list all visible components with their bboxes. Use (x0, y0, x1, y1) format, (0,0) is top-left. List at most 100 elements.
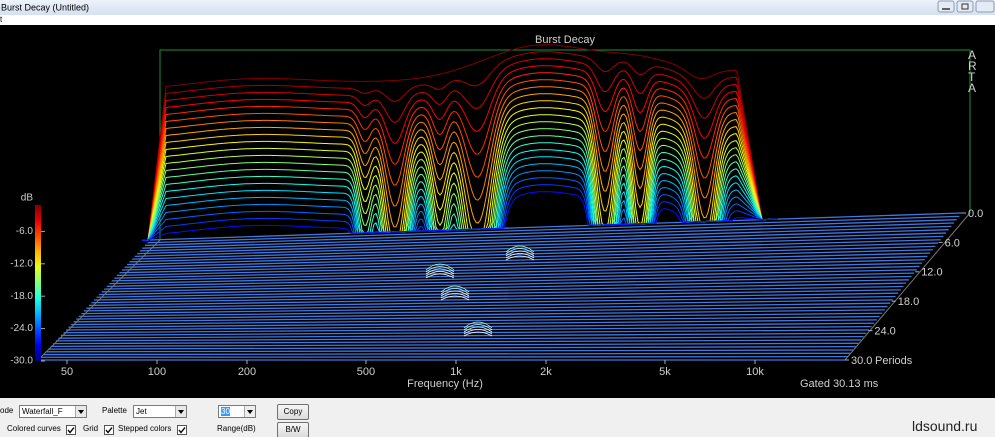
floor-line (68, 319, 877, 328)
colorbar-tick-label: -18.0 (10, 291, 33, 302)
floor-line (50, 342, 859, 348)
waterfall-trace (141, 135, 779, 241)
waterfall-trace (141, 79, 779, 241)
checkbox-label: Grid (83, 424, 99, 433)
floor-line (132, 235, 944, 260)
waterfall-trace (141, 191, 779, 241)
waterfall-trace (141, 121, 779, 241)
decay-blob (505, 248, 535, 255)
floor-line (60, 329, 869, 337)
window-buttons (937, 0, 995, 13)
mode-value: Waterfall_F (22, 407, 63, 416)
decay-blob (505, 253, 535, 259)
floor-line (78, 305, 888, 318)
mode-label: ode (0, 406, 14, 415)
side-label: ARTA (968, 48, 977, 95)
title-bar (0, 0, 995, 15)
x-axis-label: Frequency (Hz) (407, 378, 483, 390)
waterfall-trace (141, 93, 779, 241)
waterfall-trace (141, 72, 779, 241)
menu-item[interactable]: t (0, 15, 3, 24)
floor-line (116, 255, 928, 277)
decay-blob (463, 331, 493, 337)
waterfall-trace (141, 100, 779, 241)
decay-blob (425, 273, 455, 279)
colorbar-tick-label: -30.0 (10, 356, 33, 367)
floor-edge (37, 239, 161, 361)
copy-button[interactable]: Copy (277, 404, 309, 420)
floor-line (81, 302, 891, 315)
waterfall-trace (141, 51, 779, 241)
floor-line (101, 275, 912, 293)
x-tick-label: 500 (357, 366, 375, 378)
decay-blob (425, 268, 455, 275)
floor-edge (844, 212, 971, 361)
floor-line (106, 269, 917, 288)
window-title: Burst Decay (Untitled) (1, 2, 89, 12)
decay-blob (440, 285, 470, 293)
floor-line (144, 219, 957, 247)
floor-line (109, 265, 920, 285)
decay-blob (505, 255, 535, 261)
floor-line (139, 225, 952, 252)
floor-line (134, 232, 947, 258)
bw-button[interactable]: B/W (277, 422, 309, 437)
waterfall-trace (141, 128, 779, 241)
waterfall-trace (141, 44, 779, 241)
decay-blob (440, 295, 470, 301)
palette-value: Jet (136, 407, 147, 416)
floor-line (93, 285, 904, 301)
floor-line (83, 299, 893, 312)
waterfall-trace (141, 86, 779, 241)
palette-label: Palette (102, 406, 127, 415)
floor-line (124, 245, 936, 268)
waterfall-trace (141, 65, 779, 241)
checkbox[interactable] (177, 425, 187, 435)
z-tick-label: 24.0 (874, 326, 895, 338)
decay-blob (425, 271, 455, 277)
floor-line (104, 272, 915, 290)
z-tick-label: 30.0 (851, 355, 872, 367)
decay-blob (425, 266, 455, 273)
colorbar-tick-label: -12.0 (10, 258, 33, 269)
floor-line (127, 242, 939, 266)
minimize-button[interactable] (937, 0, 955, 13)
waterfall-chart: Burst Decay dB -6.0 -12.0 -18.0 -24.0 -30.0 50 1… (10, 34, 983, 390)
floor-line (119, 252, 931, 274)
z-tick-label: 0.0 (968, 208, 983, 220)
x-tick-label: 50 (61, 366, 73, 378)
menu-bar (0, 15, 995, 25)
range-label: Range(dB) (217, 424, 256, 433)
chart-title: Burst Decay (535, 34, 595, 46)
checkbox-label: Colored curves (7, 424, 61, 433)
waterfall-trace (141, 107, 779, 241)
floor-line (121, 249, 933, 271)
floor-line (137, 229, 949, 255)
range-spin[interactable]: 30 (218, 405, 256, 418)
waterfall-trace (141, 58, 779, 241)
decay-blob (463, 324, 493, 331)
floor-line (76, 309, 885, 320)
decay-blob (463, 326, 493, 333)
mode-select[interactable]: Waterfall_F (19, 405, 87, 418)
decay-blob (425, 263, 455, 271)
floor-line (43, 352, 851, 356)
checkbox-label: Stepped colors (118, 424, 172, 433)
decay-blob (505, 250, 535, 257)
floor-line (58, 332, 867, 339)
checkbox[interactable] (66, 425, 76, 435)
waterfall-trace (141, 114, 779, 241)
restore-button[interactable] (956, 0, 974, 13)
x-tick-label: 5k (659, 366, 671, 378)
floor-line (55, 335, 864, 342)
checkbox[interactable] (104, 425, 114, 435)
palette-select[interactable]: Jet (133, 405, 187, 418)
x-tick-label: 100 (148, 366, 166, 378)
decay-blob (440, 293, 470, 299)
close-button[interactable] (975, 0, 995, 13)
watermark: ldsound.ru (912, 418, 978, 434)
range-value: 30 (221, 407, 230, 416)
colorbar (35, 205, 41, 361)
